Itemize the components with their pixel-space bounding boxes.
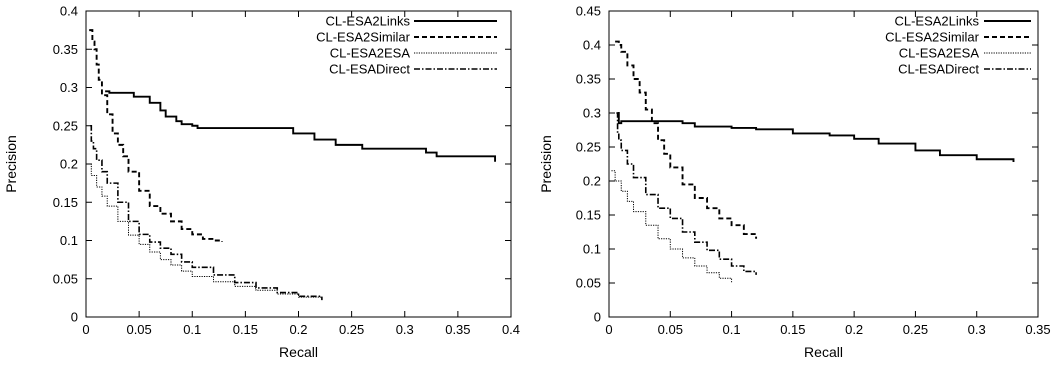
right-y-tick-label: 0.15 [576, 208, 601, 223]
left-x-tick-label: 0.4 [502, 322, 520, 337]
left-y-axis-label: Precision [3, 135, 19, 193]
left-legend-label: CL-ESA2Links [325, 14, 410, 29]
right-y-tick-label: 0.1 [583, 242, 601, 257]
right-y-tick-label: 0.4 [583, 38, 601, 53]
left-y-tick-label: 0.4 [60, 4, 78, 19]
right-legend-label: CL-ESA2Links [894, 14, 979, 29]
right-plot-frame [608, 10, 1039, 318]
left-y-tick-label: 0.3 [60, 80, 78, 95]
right-x-axis-label: Recall [804, 344, 843, 360]
right-x-tick-label: 0 [605, 322, 612, 337]
left-y-tick-label: 0.35 [53, 42, 78, 57]
left-y-tick-label: 0.05 [53, 271, 78, 286]
left-series-cl-esa2similar [89, 29, 223, 243]
right-legend-label: CL-ESA2ESA [899, 46, 980, 61]
left-y-tick-label: 0.25 [53, 118, 78, 133]
right-y-tick-label: 0.45 [576, 4, 601, 19]
right-x-tick-label: 0.3 [968, 322, 986, 337]
right-x-tick-label: 0.15 [780, 322, 805, 337]
left-series-cl-esa2links [105, 90, 497, 162]
left-legend-label: CL-ESA2Similar [316, 30, 411, 45]
right-y-tick-label: 0.35 [576, 72, 601, 87]
right-y-tick-label: 0.25 [576, 140, 601, 155]
right-x-tick-label: 0.35 [1025, 322, 1050, 337]
left-x-tick-label: 0.35 [445, 322, 470, 337]
left-x-axis-label: Recall [279, 344, 318, 360]
left-x-tick-label: 0.15 [233, 322, 258, 337]
right-x-tick-label: 0.2 [845, 322, 863, 337]
left-y-tick-label: 0.1 [60, 233, 78, 248]
left-y-tick-label: 0.2 [60, 157, 78, 172]
left-x-tick-label: 0.25 [339, 322, 364, 337]
chart-right-svg: 0 0.05 0.1 0.15 0.2 0.25 0.3 0.35 0 0.05 0.1 0.15 0.… [538, 4, 1051, 361]
right-y-tick-label: 0 [594, 310, 601, 325]
left-legend-label: CL-ESA2ESA [330, 46, 411, 61]
right-series-cl-esadirect [616, 112, 757, 275]
right-series-cl-esa2esa [611, 170, 733, 283]
right-x-tick-label: 0.05 [658, 322, 683, 337]
chart-left: 0 0.05 0.1 0.15 0.2 0.25 0.3 0.35 0.4 0 0.05 0.1 0.1… [3, 4, 520, 361]
left-plot-frame [85, 10, 512, 318]
right-series-cl-esa2similar [615, 40, 758, 239]
chart-left-svg: 0 0.05 0.1 0.15 0.2 0.25 0.3 0.35 0.4 0 0.05 0.1 0.1… [3, 4, 520, 361]
left-x-tick-label: 0 [82, 322, 89, 337]
right-y-tick-label: 0.2 [583, 174, 601, 189]
right-y-tick-label: 0.05 [576, 276, 601, 291]
left-legend-label: CL-ESADirect [329, 62, 410, 77]
right-x-tick-label: 0.25 [903, 322, 928, 337]
right-legend-label: CL-ESADirect [898, 62, 979, 77]
left-x-tick-label: 0.2 [289, 322, 307, 337]
left-x-tick-label: 0.3 [396, 322, 414, 337]
right-y-tick-label: 0.3 [583, 106, 601, 121]
right-x-tick-label: 0.1 [723, 322, 741, 337]
chart-right: 0 0.05 0.1 0.15 0.2 0.25 0.3 0.35 0 0.05 0.1 0.15 0.… [531, 0, 1062, 367]
left-y-tick-label: 0 [71, 310, 78, 325]
right-series-cl-esa2links [617, 112, 1015, 162]
left-y-tick-label: 0.15 [53, 195, 78, 210]
left-x-tick-label: 0.05 [126, 322, 151, 337]
left-series-cl-esa2esa [86, 163, 323, 301]
left-x-tick-label: 0.1 [183, 322, 201, 337]
right-legend-label: CL-ESA2Similar [885, 30, 980, 45]
right-y-axis-label: Precision [538, 135, 554, 193]
left-series-cl-esadirect [90, 124, 323, 301]
